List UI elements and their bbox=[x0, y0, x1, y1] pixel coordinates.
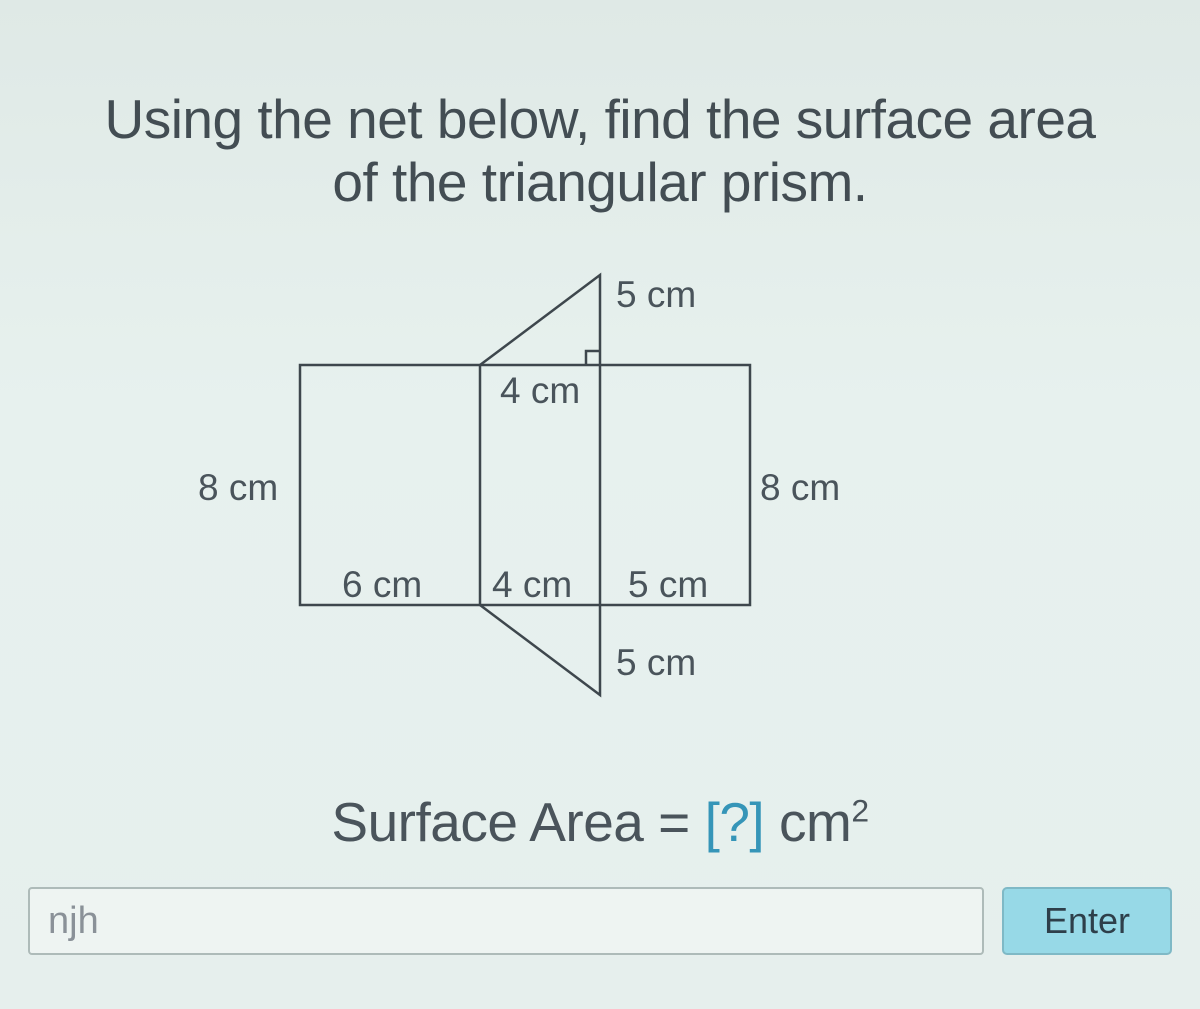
label-mid-4: 4 cm bbox=[500, 370, 580, 411]
answer-expression: Surface Area = [?] cm2 bbox=[0, 790, 1200, 854]
label-tri-bot-5: 5 cm bbox=[616, 642, 696, 683]
net-diagram: 5 cm 4 cm 8 cm 8 cm 6 cm 4 cm 5 cm 5 cm bbox=[190, 225, 930, 745]
problem-frame: Using the net below, find the surface ar… bbox=[0, 0, 1200, 1009]
question-line-1: Using the net below, find the surface ar… bbox=[104, 88, 1095, 150]
label-left-8: 8 cm bbox=[198, 467, 278, 508]
answer-unit-exp: 2 bbox=[851, 793, 868, 829]
label-bottom-5: 5 cm bbox=[628, 564, 708, 605]
question-line-2: of the triangular prism. bbox=[332, 151, 867, 213]
label-bottom-6: 6 cm bbox=[342, 564, 422, 605]
answer-placeholder: [?] bbox=[705, 791, 765, 853]
answer-prefix: Surface Area = bbox=[331, 791, 704, 853]
label-tri-top-5: 5 cm bbox=[616, 274, 696, 315]
question-text: Using the net below, find the surface ar… bbox=[0, 88, 1200, 215]
label-right-8: 8 cm bbox=[760, 467, 840, 508]
answer-unit-base: cm bbox=[764, 791, 851, 853]
enter-button[interactable]: Enter bbox=[1002, 887, 1172, 955]
label-bottom-4: 4 cm bbox=[492, 564, 572, 605]
answer-input[interactable] bbox=[28, 887, 984, 955]
input-row: Enter bbox=[28, 887, 1172, 955]
